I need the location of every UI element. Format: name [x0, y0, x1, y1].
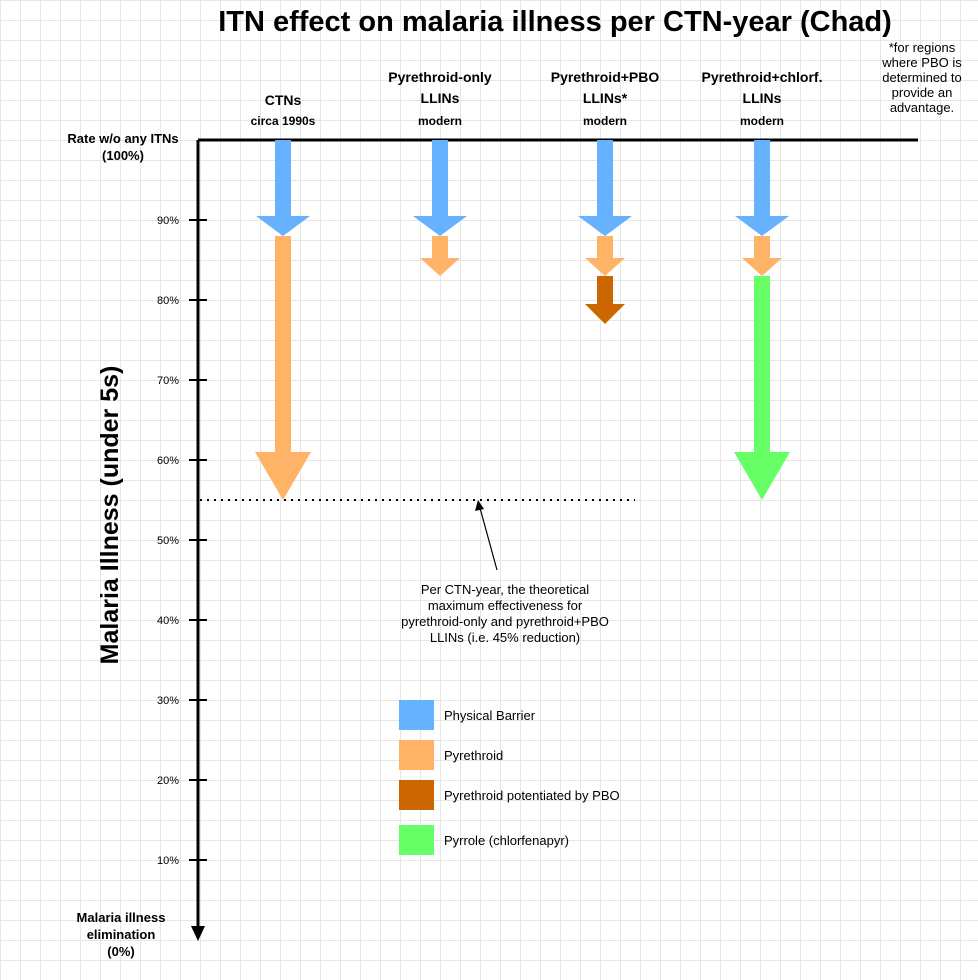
annotation-line: LLINs (i.e. 45% reduction) [430, 630, 580, 645]
column-header: LLINs [421, 90, 460, 106]
y-bottom-label: Malaria illness [77, 910, 166, 925]
arrow-segment-pyrethroid [420, 236, 460, 276]
legend-label: Pyrethroid potentiated by PBO [444, 788, 620, 803]
y-bottom-label: (0%) [107, 944, 134, 959]
y-top-label: Rate w/o any ITNs [67, 131, 178, 146]
annotation-line: maximum effectiveness for [428, 598, 583, 613]
y-tick-label: 30% [157, 695, 179, 707]
annotation-line: Per CTN-year, the theoretical [421, 582, 589, 597]
legend-swatch [399, 740, 434, 770]
legend-label: Physical Barrier [444, 708, 536, 723]
arrow-segment-physical-barrier [735, 140, 789, 236]
footnote-line: advantage. [890, 100, 954, 115]
arrow-segment-physical-barrier [413, 140, 467, 236]
y-tick-label: 90% [157, 215, 179, 227]
column-header: Pyrethroid+PBO [551, 69, 660, 85]
column-arrow-group [734, 140, 790, 500]
column-header: CTNs [265, 92, 302, 108]
y-tick-label: 40% [157, 615, 179, 627]
column-header: LLINs* [583, 90, 628, 106]
y-bottom-label: elimination [87, 927, 156, 942]
y-top-label: (100%) [102, 148, 144, 163]
legend: Physical Barrier Pyrethroid Pyrethroid pot… [399, 700, 620, 855]
y-axis-arrowhead [191, 926, 205, 941]
column-header: Pyrethroid+chlorf. [702, 69, 823, 85]
arrow-segment-physical-barrier [256, 140, 310, 236]
y-tick-label: 80% [157, 295, 179, 307]
arrow-segment-pyrethroid [255, 236, 311, 500]
column-headers: CTNs circa 1990s Pyrethroid-only LLINs moder… [251, 69, 823, 128]
y-axis-label: Malaria Illness (under 5s) [96, 366, 124, 665]
column-subheader: modern [740, 114, 784, 128]
arrow-segment-physical-barrier [578, 140, 632, 236]
arrows [255, 140, 790, 500]
column-header: Pyrethroid-only [388, 69, 492, 85]
y-tick-label: 70% [157, 375, 179, 387]
y-tick-label: 10% [157, 855, 179, 867]
y-tick-label: 20% [157, 775, 179, 787]
footnote-line: provide an [892, 85, 953, 100]
axes: 10% 20% 30% 40% 50% 60% 70% 80% 90% Rate w/o any … [67, 131, 918, 959]
column-arrow-group [255, 140, 311, 500]
footnote-line: determined to [882, 70, 962, 85]
legend-label: Pyrethroid [444, 748, 503, 763]
legend-label: Pyrrole (chlorfenapyr) [444, 833, 569, 848]
arrow-segment-pyrethroid [585, 236, 625, 276]
arrow-segment-pyrethroid-potentiated-by-pbo [585, 276, 625, 324]
footnote-line: where PBO is [881, 55, 962, 70]
annotation-pointer-head [475, 500, 484, 511]
column-header: LLINs [743, 90, 782, 106]
chart-title: ITN effect on malaria illness per CTN-ye… [218, 6, 892, 38]
y-tick-label: 50% [157, 535, 179, 547]
column-arrow-group [578, 140, 632, 324]
footnote-line: *for regions [889, 40, 956, 55]
legend-swatch [399, 780, 434, 810]
column-subheader: modern [583, 114, 627, 128]
legend-swatch [399, 825, 434, 855]
annotation-line: pyrethroid-only and pyrethroid+PBO [401, 614, 609, 629]
column-arrow-group [413, 140, 467, 276]
column-subheader: circa 1990s [251, 114, 316, 128]
column-subheader: modern [418, 114, 462, 128]
arrow-segment-pyrethroid [742, 236, 782, 276]
annotation-pointer [479, 507, 498, 571]
arrow-segment-pyrrole-chlorfenapyr- [734, 276, 790, 500]
y-tick-label: 60% [157, 455, 179, 467]
legend-swatch [399, 700, 434, 730]
